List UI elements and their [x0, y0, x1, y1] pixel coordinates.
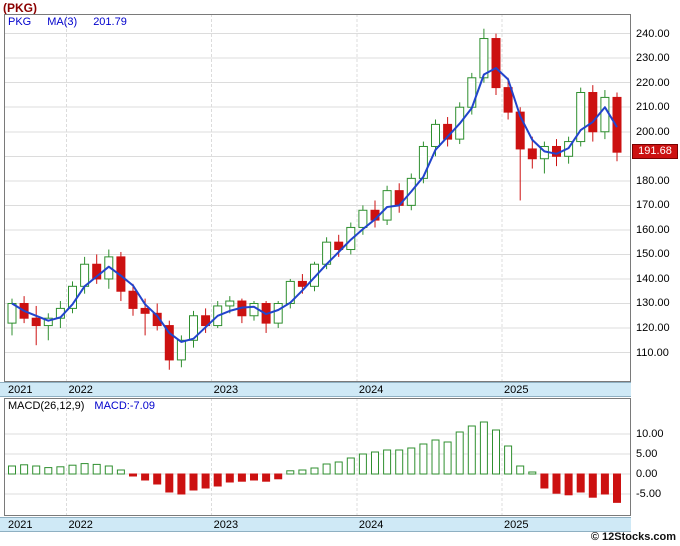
- macd-legend: MACD(26,12,9) MACD:-7.09: [8, 400, 155, 412]
- price-axis-label: 130.00: [636, 297, 670, 310]
- price-axis-label: 160.00: [636, 223, 670, 236]
- price-axis-label: 240.00: [636, 27, 670, 40]
- price-axis-label: 200.00: [636, 125, 670, 138]
- macd-plot-svg: [4, 398, 631, 516]
- macd-plot-border: [4, 398, 631, 516]
- year-axis-label: 2025: [504, 519, 529, 531]
- watermark-link[interactable]: © 12Stocks.com: [590, 531, 676, 543]
- price-plot-border: [4, 14, 631, 382]
- year-axis-label: 2024: [358, 384, 384, 396]
- price-x-axis-band: 2021 2022 2023 2024 2025: [0, 382, 631, 397]
- year-axis-label: 2021: [8, 384, 33, 396]
- macd-bars: [8, 421, 621, 503]
- year-axis-label: 2023: [213, 519, 239, 531]
- macd-x-axis-band: 2021 2022 2023 2024 2025: [0, 517, 631, 532]
- macd-axis-label: 5.00: [636, 448, 658, 460]
- price-axis-label: 170.00: [636, 199, 670, 212]
- price-axis-label: 110.00: [636, 346, 669, 359]
- year-axis-label: 2025: [504, 384, 529, 396]
- year-axis-label: 2021: [8, 519, 33, 531]
- legend-ma-value: 201.79: [93, 16, 127, 28]
- price-chart-panel: PKG MA(3) 201.79: [4, 14, 631, 382]
- price-axis-label: 220.00: [636, 76, 670, 89]
- price-axis-label: 210.00: [636, 101, 670, 114]
- year-axis-label: 2024: [358, 519, 384, 531]
- year-axis-label: 2022: [68, 384, 93, 396]
- price-gridlines: [4, 14, 631, 382]
- last-price-tag: 191.68: [632, 144, 678, 160]
- macd-chart-panel: MACD(26,12,9) MACD:-7.09: [4, 398, 631, 516]
- macd-axis-label: -5.00: [636, 488, 662, 500]
- macd-legend-value: MACD:-7.09: [94, 400, 155, 412]
- macd-axis-label: 0.00: [636, 468, 658, 480]
- price-legend: PKG MA(3) 201.79: [8, 16, 127, 28]
- candlesticks: [7, 28, 622, 370]
- symbol-title: (PKG): [3, 1, 37, 15]
- ma-line: [11, 67, 618, 343]
- price-plot-svg: [4, 14, 631, 382]
- macd-legend-label: MACD(26,12,9): [8, 400, 85, 412]
- price-axis-label: 150.00: [636, 248, 670, 261]
- price-axis-label: 180.00: [636, 174, 670, 187]
- macd-gridlines: [4, 398, 631, 516]
- year-axis-label: 2022: [68, 519, 93, 531]
- legend-symbol: PKG: [8, 16, 32, 28]
- macd-axis-label: 10.00: [636, 428, 664, 440]
- price-axis-label: 230.00: [636, 52, 670, 65]
- year-axis-label: 2023: [213, 384, 239, 396]
- price-axis-label: 120.00: [636, 322, 670, 335]
- legend-ma-label: MA(3): [47, 16, 78, 28]
- price-axis-label: 140.00: [636, 272, 670, 285]
